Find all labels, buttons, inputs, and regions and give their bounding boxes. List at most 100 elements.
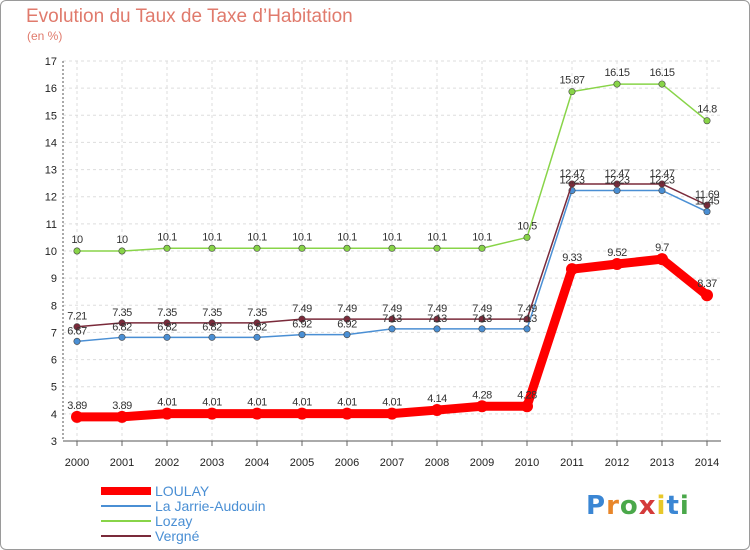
data-label: 4.01 [247,397,267,409]
data-point [73,337,81,345]
data-label: 4.01 [202,397,222,409]
data-point [478,244,486,252]
data-point [658,180,666,188]
data-label: 10.1 [202,231,222,243]
data-point [163,333,171,341]
data-label: 6.92 [337,319,357,331]
logo-letter: o [619,491,639,521]
data-point [71,410,83,423]
x-tick-label: 2012 [605,457,629,469]
logo-letter: x [638,491,657,521]
data-point [118,333,126,341]
data-point [388,315,396,323]
legend-item: Vergné [101,528,266,544]
data-point [296,407,308,420]
data-point [613,186,621,194]
data-point [523,315,531,323]
data-point [118,319,126,327]
data-point [253,319,261,327]
data-point [478,315,486,323]
data-point [73,323,81,331]
data-label: 12.47 [649,168,674,180]
y-tick-label: 13 [45,165,57,177]
logo-letter: i [656,491,667,521]
data-point [343,315,351,323]
data-label: 16.15 [604,67,629,79]
y-tick-label: 7 [51,327,57,339]
y-tick-label: 9 [51,273,57,285]
data-point [658,186,666,194]
data-label: 6.82 [157,321,177,333]
data-label: 12.47 [559,168,584,180]
legend-label: Lozay [155,512,193,529]
legend-swatch [101,486,151,495]
data-point [433,244,441,252]
data-point [298,315,306,323]
data-label: 6.82 [112,321,132,333]
data-point [568,88,576,96]
data-point [613,80,621,88]
data-point [208,333,216,341]
y-tick-label: 6 [51,355,57,367]
x-tick-label: 2005 [290,457,314,469]
data-label: 9.7 [655,242,669,254]
data-point [341,407,353,420]
data-label: 10.1 [292,231,312,243]
y-tick-label: 8 [51,300,57,312]
data-label: 12.47 [604,168,629,180]
data-point [703,117,711,125]
legend-swatch [101,534,151,537]
data-point [703,201,711,209]
x-tick-label: 2007 [380,457,404,469]
data-label: 16.15 [649,67,674,79]
data-label: 9.52 [607,247,627,259]
data-label: 7.49 [292,303,312,315]
x-tick-label: 2009 [470,457,494,469]
data-point [521,400,533,413]
data-label: 3.89 [112,400,132,412]
data-label: 10 [116,234,128,246]
data-point [701,289,713,302]
data-point [523,233,531,241]
logo-letter: r [606,491,620,521]
data-point [298,331,306,339]
data-label: 3.89 [67,400,87,412]
data-label: 6.67 [67,325,87,337]
data-label: 9.33 [562,252,582,264]
data-point [388,244,396,252]
data-point [163,244,171,252]
data-label: 10.1 [472,231,492,243]
proxiti-logo: Proxiti [586,491,690,521]
data-point [523,325,531,333]
data-label: 7.13 [382,313,402,325]
data-point [433,325,441,333]
data-label: 4.01 [382,397,402,409]
x-tick-label: 2000 [65,457,89,469]
data-label: 12.23 [604,174,629,186]
data-label: 7.49 [337,303,357,315]
y-tick-label: 16 [45,83,57,95]
x-tick-label: 2001 [110,457,134,469]
legend-item: La Jarrie-Audouin [101,498,266,514]
data-label: 7.49 [427,303,447,315]
data-label: 6.92 [292,319,312,331]
data-point [478,325,486,333]
data-point [343,331,351,339]
data-label: 8.37 [697,278,717,290]
data-point [343,244,351,252]
legend-item: Lozay [101,512,266,529]
data-label: 10.1 [427,231,447,243]
data-label: 7.49 [382,303,402,315]
data-point [433,315,441,323]
data-label: 12.23 [649,174,674,186]
data-label: 7.35 [202,307,222,319]
y-tick-label: 10 [45,246,57,258]
data-point [431,404,443,417]
data-label: 7.13 [517,313,537,325]
data-label: 10.1 [382,231,402,243]
data-label: 7.35 [247,307,267,319]
data-label: 6.82 [247,321,267,333]
data-point [298,244,306,252]
data-point [703,208,711,216]
